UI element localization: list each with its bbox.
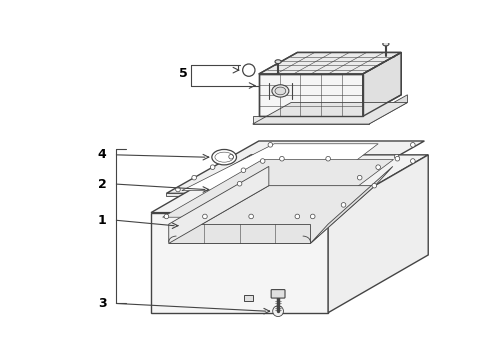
- Circle shape: [243, 64, 255, 76]
- FancyBboxPatch shape: [271, 289, 285, 298]
- Polygon shape: [163, 159, 393, 217]
- Circle shape: [273, 306, 283, 316]
- Polygon shape: [253, 116, 369, 124]
- Polygon shape: [328, 155, 428, 313]
- Polygon shape: [259, 53, 401, 74]
- Circle shape: [357, 175, 362, 180]
- Polygon shape: [169, 186, 375, 243]
- Circle shape: [372, 183, 377, 188]
- Text: 4: 4: [98, 148, 106, 161]
- Circle shape: [175, 187, 180, 192]
- Circle shape: [394, 154, 399, 159]
- Polygon shape: [169, 224, 311, 243]
- Ellipse shape: [275, 87, 286, 95]
- Text: 1: 1: [98, 214, 106, 227]
- Circle shape: [311, 214, 315, 219]
- Polygon shape: [253, 103, 408, 124]
- Circle shape: [203, 214, 207, 219]
- Text: 5: 5: [179, 67, 188, 81]
- Circle shape: [237, 181, 242, 186]
- Circle shape: [411, 143, 415, 147]
- Circle shape: [376, 165, 381, 170]
- Polygon shape: [311, 166, 393, 243]
- Circle shape: [260, 159, 265, 163]
- Text: 3: 3: [98, 297, 106, 310]
- Polygon shape: [369, 95, 408, 124]
- Polygon shape: [167, 193, 332, 197]
- Circle shape: [164, 214, 169, 219]
- Circle shape: [210, 165, 215, 170]
- Circle shape: [192, 175, 196, 180]
- Ellipse shape: [275, 60, 281, 64]
- Polygon shape: [167, 141, 424, 193]
- Bar: [244, 295, 253, 301]
- Text: 2: 2: [98, 177, 106, 190]
- Circle shape: [280, 156, 284, 161]
- Circle shape: [411, 159, 415, 163]
- Circle shape: [241, 168, 245, 172]
- Ellipse shape: [272, 85, 289, 97]
- Polygon shape: [151, 155, 428, 213]
- Ellipse shape: [212, 149, 237, 165]
- Circle shape: [318, 187, 323, 192]
- Circle shape: [395, 156, 400, 161]
- Circle shape: [341, 203, 346, 207]
- Circle shape: [229, 154, 233, 159]
- Polygon shape: [259, 74, 363, 116]
- Circle shape: [326, 156, 330, 161]
- Polygon shape: [169, 166, 269, 243]
- Circle shape: [295, 214, 300, 219]
- Polygon shape: [182, 144, 378, 190]
- Polygon shape: [363, 53, 401, 116]
- Polygon shape: [151, 213, 328, 313]
- Circle shape: [268, 143, 273, 147]
- Circle shape: [249, 214, 253, 219]
- Ellipse shape: [383, 42, 389, 46]
